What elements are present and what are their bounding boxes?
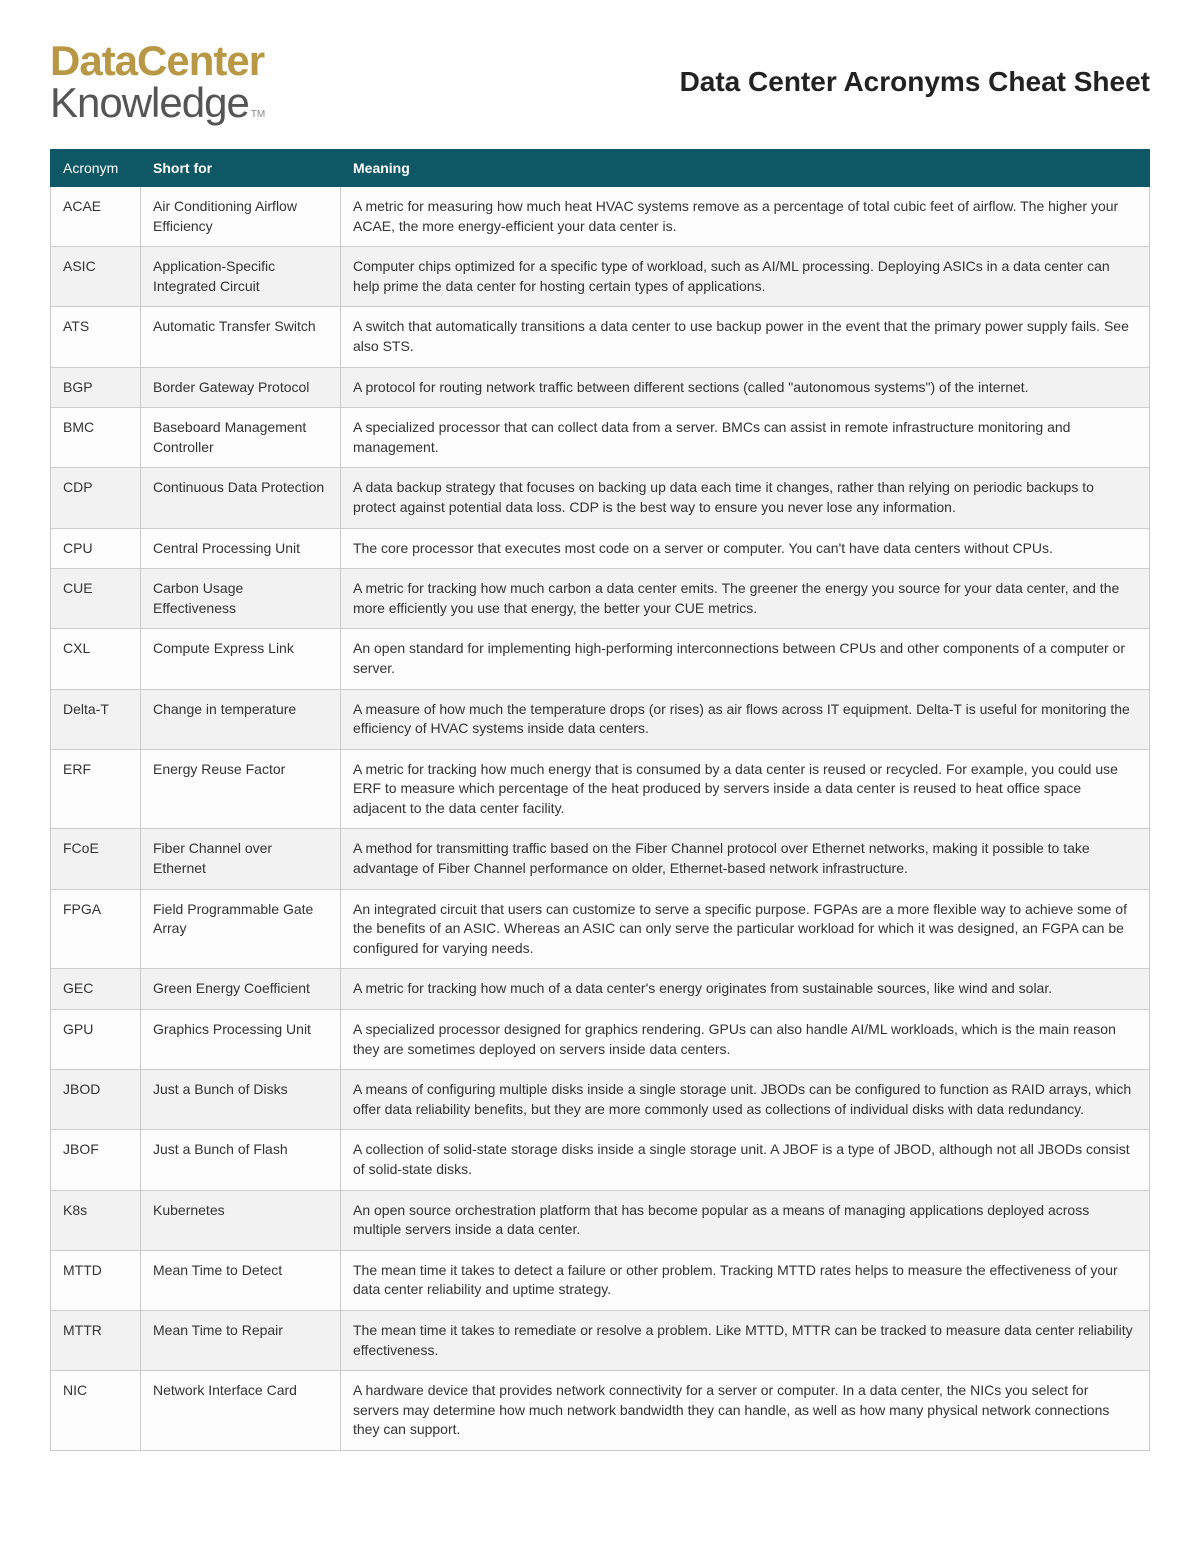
cell-meaning: Computer chips optimized for a specific … <box>341 247 1150 307</box>
cell-meaning: A metric for measuring how much heat HVA… <box>341 187 1150 247</box>
cell-short: Field Programmable Gate Array <box>141 889 341 969</box>
cell-acronym: Delta-T <box>51 689 141 749</box>
table-row: CDPContinuous Data ProtectionA data back… <box>51 468 1150 528</box>
table-row: FCoEFiber Channel over EthernetA method … <box>51 829 1150 889</box>
cell-acronym: ERF <box>51 749 141 829</box>
table-row: BGPBorder Gateway ProtocolA protocol for… <box>51 367 1150 408</box>
cell-meaning: The core processor that executes most co… <box>341 528 1150 569</box>
table-row: MTTDMean Time to DetectThe mean time it … <box>51 1250 1150 1310</box>
table-row: JBODJust a Bunch of DisksA means of conf… <box>51 1070 1150 1130</box>
col-header-meaning: Meaning <box>341 150 1150 187</box>
cell-acronym: ATS <box>51 307 141 367</box>
cell-meaning: An open source orchestration platform th… <box>341 1190 1150 1250</box>
table-row: Delta-TChange in temperatureA measure of… <box>51 689 1150 749</box>
table-header-row: Acronym Short for Meaning <box>51 150 1150 187</box>
col-header-acronym: Acronym <box>51 150 141 187</box>
cell-meaning: An integrated circuit that users can cus… <box>341 889 1150 969</box>
cell-short: Automatic Transfer Switch <box>141 307 341 367</box>
table-row: ATSAutomatic Transfer SwitchA switch tha… <box>51 307 1150 367</box>
logo-line1: DataCenter <box>50 40 265 82</box>
cell-short: Fiber Channel over Ethernet <box>141 829 341 889</box>
cell-acronym: JBOD <box>51 1070 141 1130</box>
cell-meaning: A means of configuring multiple disks in… <box>341 1070 1150 1130</box>
cell-meaning: A data backup strategy that focuses on b… <box>341 468 1150 528</box>
cell-acronym: K8s <box>51 1190 141 1250</box>
cell-meaning: A protocol for routing network traffic b… <box>341 367 1150 408</box>
cell-meaning: A method for transmitting traffic based … <box>341 829 1150 889</box>
cell-acronym: GPU <box>51 1010 141 1070</box>
cell-meaning: A switch that automatically transitions … <box>341 307 1150 367</box>
table-row: ASICApplication-Specific Integrated Circ… <box>51 247 1150 307</box>
table-body: ACAEAir Conditioning Airflow EfficiencyA… <box>51 187 1150 1451</box>
cell-short: Air Conditioning Airflow Efficiency <box>141 187 341 247</box>
table-row: CXLCompute Express LinkAn open standard … <box>51 629 1150 689</box>
cell-meaning: A measure of how much the temperature dr… <box>341 689 1150 749</box>
logo-line2-wrap: KnowledgeTM <box>50 82 265 124</box>
cell-acronym: FPGA <box>51 889 141 969</box>
cell-meaning: A metric for tracking how much energy th… <box>341 749 1150 829</box>
cell-meaning: A metric for tracking how much carbon a … <box>341 569 1150 629</box>
cell-short: Compute Express Link <box>141 629 341 689</box>
cell-acronym: CPU <box>51 528 141 569</box>
table-row: FPGAField Programmable Gate ArrayAn inte… <box>51 889 1150 969</box>
cell-meaning: The mean time it takes to detect a failu… <box>341 1250 1150 1310</box>
cell-short: Just a Bunch of Disks <box>141 1070 341 1130</box>
cell-acronym: MTTR <box>51 1310 141 1370</box>
table-row: ACAEAir Conditioning Airflow EfficiencyA… <box>51 187 1150 247</box>
cell-acronym: ACAE <box>51 187 141 247</box>
cell-acronym: JBOF <box>51 1130 141 1190</box>
cell-meaning: An open standard for implementing high-p… <box>341 629 1150 689</box>
cell-acronym: ASIC <box>51 247 141 307</box>
cell-short: Just a Bunch of Flash <box>141 1130 341 1190</box>
table-row: ERFEnergy Reuse FactorA metric for track… <box>51 749 1150 829</box>
cell-short: Continuous Data Protection <box>141 468 341 528</box>
logo: DataCenter KnowledgeTM <box>50 40 265 124</box>
cell-meaning: A specialized processor that can collect… <box>341 408 1150 468</box>
logo-line2: Knowledge <box>50 79 249 126</box>
cell-short: Central Processing Unit <box>141 528 341 569</box>
cell-meaning: A specialized processor designed for gra… <box>341 1010 1150 1070</box>
cell-acronym: GEC <box>51 969 141 1010</box>
cell-meaning: A collection of solid-state storage disk… <box>341 1130 1150 1190</box>
table-row: BMCBaseboard Management ControllerA spec… <box>51 408 1150 468</box>
page-title: Data Center Acronyms Cheat Sheet <box>680 66 1150 98</box>
cell-acronym: BMC <box>51 408 141 468</box>
cell-short: Carbon Usage Effectiveness <box>141 569 341 629</box>
cell-short: Mean Time to Repair <box>141 1310 341 1370</box>
cell-meaning: A metric for tracking how much of a data… <box>341 969 1150 1010</box>
cell-acronym: FCoE <box>51 829 141 889</box>
cell-acronym: NIC <box>51 1371 141 1451</box>
col-header-short: Short for <box>141 150 341 187</box>
cell-acronym: CXL <box>51 629 141 689</box>
acronym-table: Acronym Short for Meaning ACAEAir Condit… <box>50 149 1150 1451</box>
table-row: GPUGraphics Processing UnitA specialized… <box>51 1010 1150 1070</box>
cell-meaning: The mean time it takes to remediate or r… <box>341 1310 1150 1370</box>
cell-acronym: BGP <box>51 367 141 408</box>
cell-short: Application-Specific Integrated Circuit <box>141 247 341 307</box>
header: DataCenter KnowledgeTM Data Center Acron… <box>50 40 1150 124</box>
cell-short: Green Energy Coefficient <box>141 969 341 1010</box>
cell-short: Border Gateway Protocol <box>141 367 341 408</box>
cell-acronym: CUE <box>51 569 141 629</box>
table-row: MTTRMean Time to RepairThe mean time it … <box>51 1310 1150 1370</box>
cell-short: Kubernetes <box>141 1190 341 1250</box>
cell-short: Energy Reuse Factor <box>141 749 341 829</box>
cell-acronym: MTTD <box>51 1250 141 1310</box>
cell-short: Baseboard Management Controller <box>141 408 341 468</box>
cell-short: Change in temperature <box>141 689 341 749</box>
table-row: NICNetwork Interface CardA hardware devi… <box>51 1371 1150 1451</box>
table-row: JBOFJust a Bunch of FlashA collection of… <box>51 1130 1150 1190</box>
cell-acronym: CDP <box>51 468 141 528</box>
table-row: CUECarbon Usage EffectivenessA metric fo… <box>51 569 1150 629</box>
cell-short: Network Interface Card <box>141 1371 341 1451</box>
logo-tm: TM <box>251 109 265 120</box>
cell-meaning: A hardware device that provides network … <box>341 1371 1150 1451</box>
cell-short: Graphics Processing Unit <box>141 1010 341 1070</box>
table-row: GECGreen Energy CoefficientA metric for … <box>51 969 1150 1010</box>
table-row: CPUCentral Processing UnitThe core proce… <box>51 528 1150 569</box>
cell-short: Mean Time to Detect <box>141 1250 341 1310</box>
table-row: K8sKubernetesAn open source orchestratio… <box>51 1190 1150 1250</box>
